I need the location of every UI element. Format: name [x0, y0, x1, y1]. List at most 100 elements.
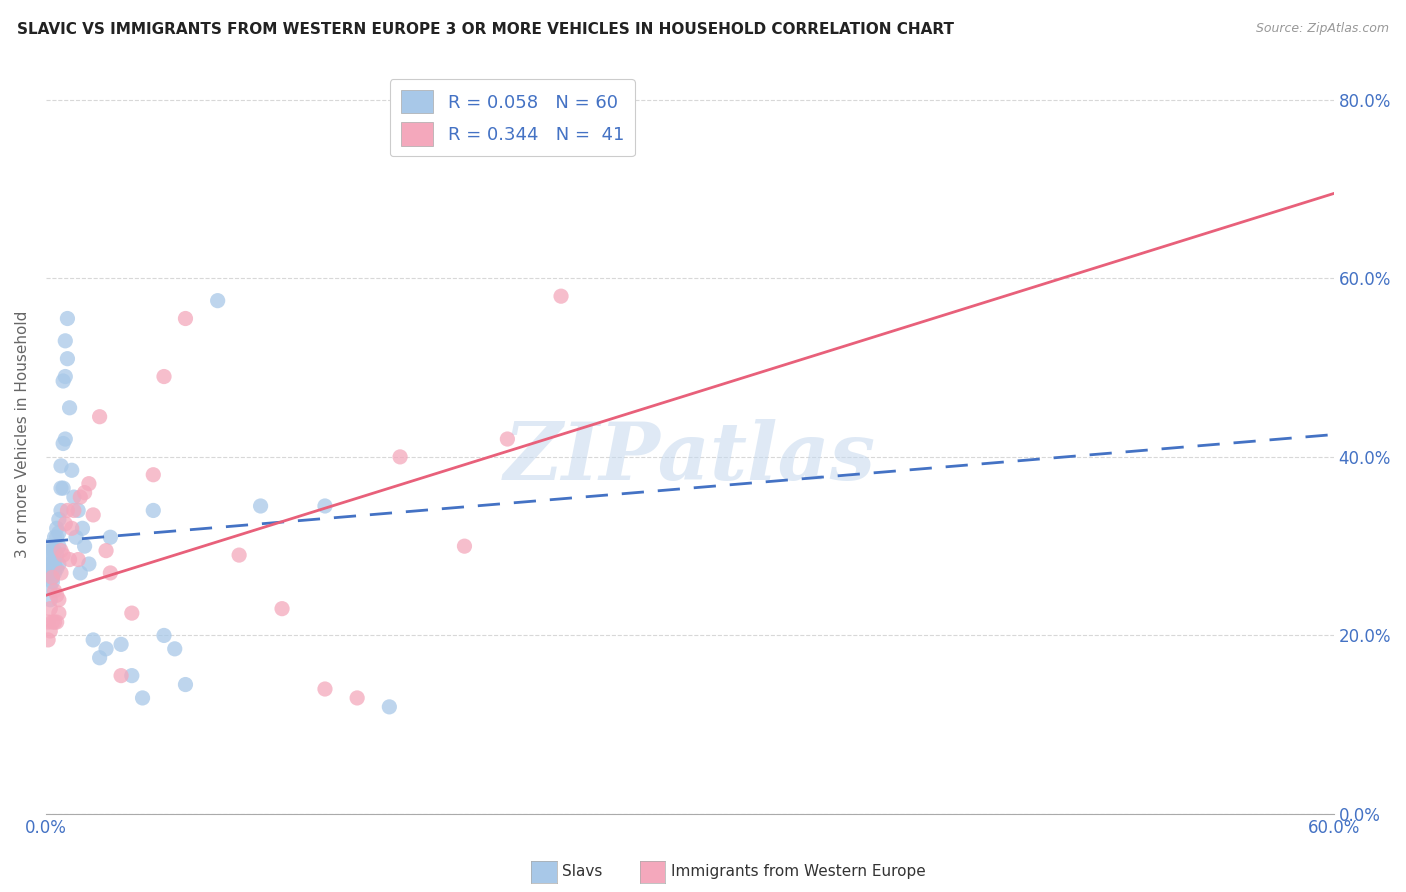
- Point: [389, 450, 412, 464]
- Point: [49, 481, 72, 495]
- Point: [41, 543, 63, 558]
- Point: [94, 641, 117, 656]
- Point: [37, 539, 59, 553]
- Point: [378, 699, 401, 714]
- Point: [48, 512, 70, 526]
- Point: [63, 503, 86, 517]
- Point: [39, 601, 62, 615]
- Point: [153, 628, 176, 642]
- Point: [69, 566, 91, 580]
- Point: [131, 690, 153, 705]
- Point: [174, 677, 197, 691]
- Point: [249, 499, 271, 513]
- Point: [98, 530, 121, 544]
- Text: SLAVIC VS IMMIGRANTS FROM WESTERN EUROPE 3 OR MORE VEHICLES IN HOUSEHOLD CORRELA: SLAVIC VS IMMIGRANTS FROM WESTERN EUROPE…: [17, 22, 953, 37]
- Point: [41, 561, 63, 575]
- Point: [48, 539, 70, 553]
- Point: [58, 552, 80, 566]
- Point: [52, 481, 75, 495]
- Point: [89, 409, 111, 424]
- Point: [41, 615, 63, 629]
- Point: [44, 557, 66, 571]
- Point: [153, 369, 176, 384]
- Point: [163, 641, 186, 656]
- Point: [82, 508, 104, 522]
- Point: [44, 566, 66, 580]
- Point: [52, 374, 75, 388]
- Point: [453, 539, 475, 553]
- Point: [77, 476, 100, 491]
- Text: Immigrants from Western Europe: Immigrants from Western Europe: [671, 864, 925, 880]
- Point: [73, 539, 96, 553]
- Point: [56, 311, 79, 326]
- Legend: R = 0.058   N = 60, R = 0.344   N =  41: R = 0.058 N = 60, R = 0.344 N = 41: [389, 79, 634, 156]
- Point: [53, 516, 76, 531]
- Point: [45, 561, 67, 575]
- Y-axis label: 3 or more Vehicles in Household: 3 or more Vehicles in Household: [15, 311, 30, 558]
- Point: [41, 570, 63, 584]
- Point: [39, 557, 62, 571]
- Point: [48, 606, 70, 620]
- Point: [89, 650, 111, 665]
- Point: [56, 503, 79, 517]
- Point: [174, 311, 197, 326]
- Point: [39, 566, 62, 580]
- Point: [39, 543, 62, 558]
- Point: [67, 552, 90, 566]
- Point: [45, 588, 67, 602]
- Point: [65, 530, 87, 544]
- Point: [346, 690, 368, 705]
- Point: [39, 579, 62, 593]
- Point: [207, 293, 229, 308]
- Point: [82, 632, 104, 647]
- Point: [41, 552, 63, 566]
- Point: [56, 351, 79, 366]
- Point: [37, 632, 59, 647]
- Point: [41, 574, 63, 589]
- Point: [44, 530, 66, 544]
- Point: [45, 615, 67, 629]
- Point: [49, 543, 72, 558]
- Point: [314, 681, 336, 696]
- Point: [49, 503, 72, 517]
- Point: [45, 521, 67, 535]
- Point: [496, 432, 519, 446]
- Point: [39, 592, 62, 607]
- Point: [110, 668, 132, 682]
- Point: [37, 557, 59, 571]
- Text: Slavs: Slavs: [562, 864, 603, 880]
- Point: [45, 530, 67, 544]
- Point: [48, 557, 70, 571]
- Point: [48, 525, 70, 540]
- Point: [49, 566, 72, 580]
- Point: [228, 548, 250, 562]
- Point: [48, 592, 70, 607]
- Point: [37, 615, 59, 629]
- Point: [110, 637, 132, 651]
- Point: [53, 334, 76, 348]
- Point: [45, 548, 67, 562]
- Point: [37, 566, 59, 580]
- Point: [314, 499, 336, 513]
- Point: [52, 436, 75, 450]
- Point: [63, 490, 86, 504]
- Point: [550, 289, 572, 303]
- Point: [53, 369, 76, 384]
- Point: [142, 467, 165, 482]
- Point: [60, 521, 83, 535]
- Point: [67, 503, 90, 517]
- Point: [44, 543, 66, 558]
- Point: [49, 458, 72, 473]
- Text: ZIPatlas: ZIPatlas: [503, 418, 876, 496]
- Point: [77, 557, 100, 571]
- Point: [60, 463, 83, 477]
- Point: [41, 570, 63, 584]
- Point: [121, 606, 143, 620]
- Point: [121, 668, 143, 682]
- Point: [73, 485, 96, 500]
- Point: [271, 601, 294, 615]
- Point: [53, 432, 76, 446]
- Point: [58, 401, 80, 415]
- Point: [44, 583, 66, 598]
- Point: [52, 548, 75, 562]
